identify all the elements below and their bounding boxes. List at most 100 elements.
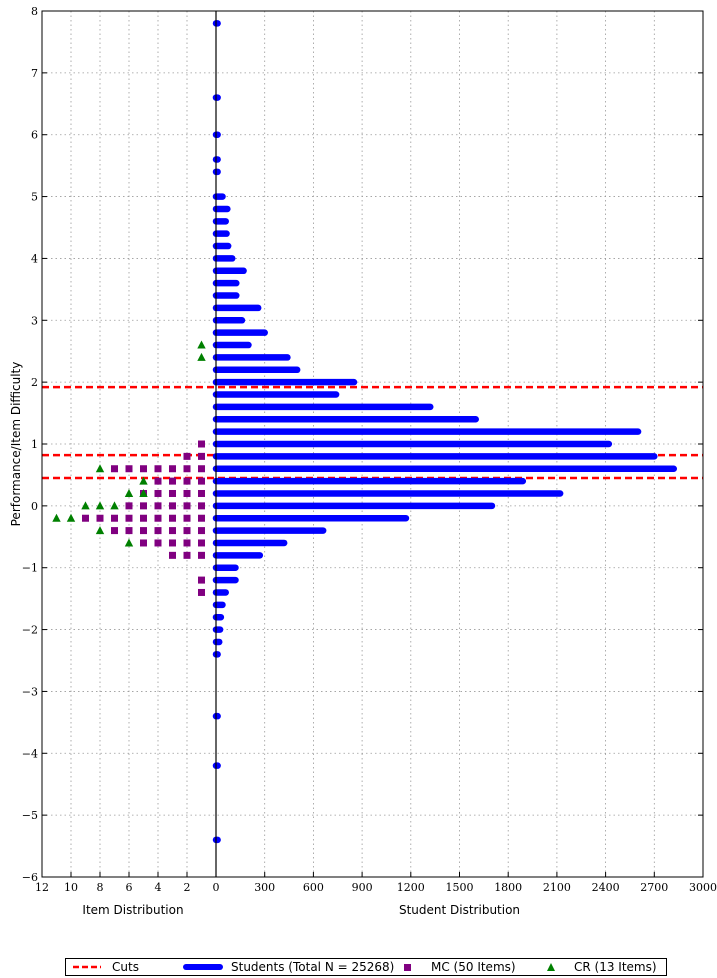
mc-item-marker: [140, 465, 147, 473]
y-tick-label: −4: [22, 747, 38, 760]
cr-item-marker: [124, 538, 134, 547]
mc-item-marker: [198, 588, 205, 596]
mc-item-marker: [169, 465, 176, 473]
x-tick-label-students: 1500: [446, 881, 474, 894]
legend-label-students: Students (Total N = 25268): [231, 960, 395, 974]
x-tick-label-students: 2400: [592, 881, 620, 894]
mc-item-marker: [198, 576, 205, 584]
mc-item-marker: [169, 551, 176, 559]
y-tick-label: 7: [31, 67, 38, 80]
x-axis-ticks: 12 10 8 6 4 2 0 300 600 900 1200 1500 1800 2100 2400 27…: [35, 872, 717, 894]
cr-item-marker: [139, 488, 148, 497]
mc-item-marker: [111, 465, 118, 473]
cr-item-marker: [52, 513, 61, 522]
y-tick-label: 5: [31, 191, 38, 204]
mc-item-marker: [154, 502, 162, 510]
x-axis-label-students: Student Distribution: [399, 903, 520, 917]
mc-item-marker: [125, 514, 133, 522]
mc-item-marker: [154, 514, 162, 522]
mc-item-marker: [198, 452, 205, 460]
mc-item-marker: [125, 465, 133, 473]
x-tick-label-students: 600: [303, 881, 324, 894]
mc-item-marker: [183, 452, 191, 460]
cr-item-marker: [110, 501, 119, 510]
y-tick-label: −2: [22, 624, 38, 637]
mc-item-marker: [183, 502, 191, 510]
x-tick-label-items: 0: [213, 881, 220, 894]
cr-item-marker: [95, 464, 105, 473]
y-tick-label: 6: [31, 129, 38, 142]
mc-item-marker: [140, 502, 147, 510]
mc-item-marker: [198, 551, 205, 559]
mc-item-marker: [183, 527, 191, 535]
mc-item-marker: [183, 477, 191, 485]
x-tick-label-items: 10: [64, 881, 78, 894]
x-tick-label-students: 1800: [494, 881, 522, 894]
cr-item-marker: [66, 513, 76, 522]
mc-items-series: [82, 440, 205, 596]
y-tick-label: −6: [22, 871, 38, 884]
mc-item-marker: [198, 440, 205, 448]
cr-item-marker: [197, 340, 206, 349]
mc-item-marker: [96, 514, 104, 522]
x-tick-label-items: 2: [184, 881, 191, 894]
mc-item-marker: [82, 514, 89, 522]
cr-item-marker: [95, 526, 105, 535]
legend-cuts-swatch: [73, 965, 101, 969]
mc-item-marker: [111, 527, 118, 535]
mc-item-marker: [169, 477, 176, 485]
x-tick-label-students: 1200: [397, 881, 425, 894]
mc-item-marker: [154, 539, 162, 547]
mc-item-marker: [154, 527, 162, 535]
cr-item-marker: [124, 488, 134, 497]
mc-item-marker: [183, 539, 191, 547]
legend-label-cuts: Cuts: [112, 960, 139, 974]
mc-item-marker: [140, 514, 147, 522]
cr-item-marker: [139, 476, 148, 485]
mc-item-marker: [125, 527, 133, 535]
y-tick-label: −5: [22, 809, 38, 822]
mc-item-marker: [169, 502, 176, 510]
mc-item-marker: [198, 489, 205, 497]
mc-item-marker: [154, 465, 162, 473]
mc-item-marker: [183, 465, 191, 473]
mc-item-marker: [154, 477, 162, 485]
legend-cr-swatch: [547, 963, 555, 971]
legend-mc-swatch: [404, 964, 411, 971]
y-tick-label: −3: [22, 685, 38, 698]
mc-item-marker: [183, 551, 191, 559]
mc-item-marker: [169, 489, 176, 497]
y-axis-label: Performance/Item Difficulty: [9, 362, 23, 527]
y-tick-label: 0: [31, 500, 38, 513]
x-tick-label-items: 8: [97, 881, 104, 894]
y-axis-ticks: −6 −5 −4 −3 −2 −1 0 1 2 3 4 5 6 7 8: [22, 5, 703, 884]
mc-item-marker: [183, 489, 191, 497]
x-tick-label-students: 3000: [689, 881, 717, 894]
y-tick-label: 1: [31, 438, 38, 451]
x-tick-label-students: 300: [254, 881, 275, 894]
cr-items-series: [52, 340, 206, 547]
x-axis-label-items: Item Distribution: [82, 903, 183, 917]
mc-item-marker: [140, 539, 147, 547]
y-tick-label: 4: [31, 252, 38, 265]
mc-item-marker: [154, 489, 162, 497]
mc-item-marker: [183, 514, 191, 522]
mc-item-marker: [169, 527, 176, 535]
mc-item-marker: [125, 502, 133, 510]
mc-item-marker: [169, 514, 176, 522]
x-tick-label-items: 6: [126, 881, 133, 894]
cr-item-marker: [197, 352, 206, 361]
cr-item-marker: [81, 501, 90, 510]
cr-item-marker: [95, 501, 105, 510]
student-distribution-series: [212, 20, 678, 844]
x-tick-label-students: 2700: [640, 881, 668, 894]
y-tick-label: 3: [31, 314, 38, 327]
legend-label-cr: CR (13 Items): [574, 960, 657, 974]
legend: Cuts Students (Total N = 25268) MC (50 I…: [65, 958, 667, 976]
mc-item-marker: [198, 514, 205, 522]
x-tick-label-students: 900: [352, 881, 373, 894]
mc-item-marker: [198, 465, 205, 473]
y-tick-label: −1: [22, 562, 38, 575]
y-tick-label: 2: [31, 376, 38, 389]
